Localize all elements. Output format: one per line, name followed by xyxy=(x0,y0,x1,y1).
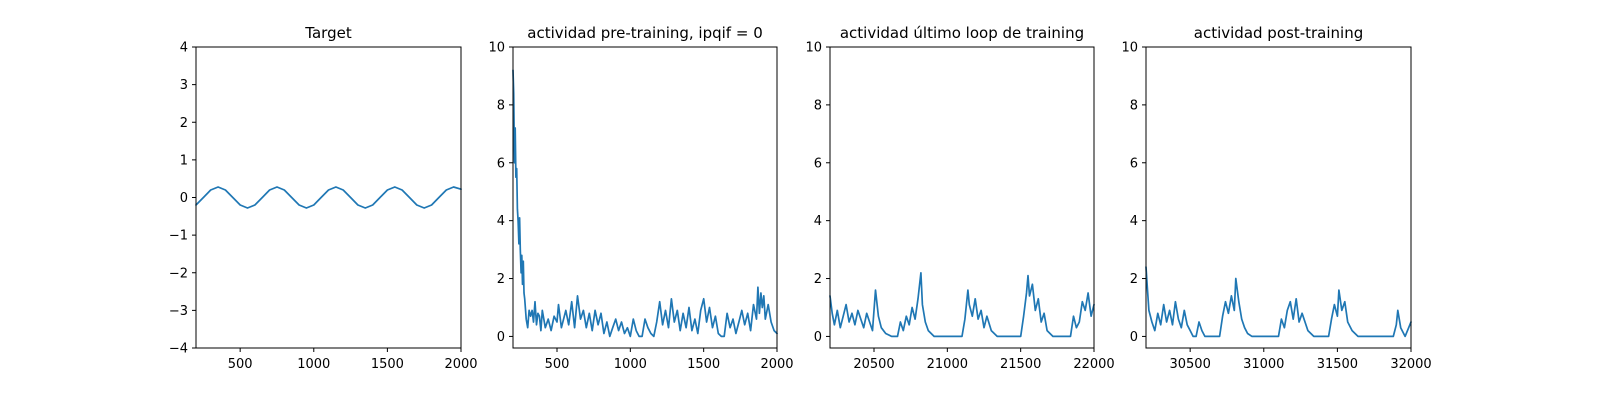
y-tick-label: −4 xyxy=(169,342,188,357)
y-tick-label: 8 xyxy=(1130,98,1138,113)
y-tick-label: −3 xyxy=(169,304,188,319)
x-tick-label: 31000 xyxy=(1243,357,1284,372)
y-tick-label: 0 xyxy=(814,330,822,345)
y-tick-label: 4 xyxy=(497,214,505,229)
y-tick-label: 0 xyxy=(1130,330,1138,345)
y-tick-label: 8 xyxy=(814,98,822,113)
subplot-title: actividad post-training xyxy=(1194,24,1363,42)
y-tick-label: −1 xyxy=(169,229,188,244)
x-tick-label: 30500 xyxy=(1169,357,1210,372)
subplot-pre-training: actividad pre-training, ipqif = 0 500 100… xyxy=(488,24,793,372)
x-tick-label: 32000 xyxy=(1390,357,1431,372)
x-tick-label: 21000 xyxy=(927,357,968,372)
y-tick-label: 8 xyxy=(497,98,505,113)
y-tick-label: −2 xyxy=(169,266,188,281)
y-tick-label: 10 xyxy=(488,41,505,56)
series-line xyxy=(829,271,1095,338)
x-tick-label: 21500 xyxy=(1000,357,1041,372)
x-tick-label: 1000 xyxy=(614,357,647,372)
y-tick-label: 6 xyxy=(814,156,822,171)
x-tick-label: 2000 xyxy=(760,357,793,372)
subplot-last-training-loop: actividad último loop de training 20500 2… xyxy=(805,24,1114,372)
x-tick-label: 31500 xyxy=(1317,357,1358,372)
y-tick-label: 0 xyxy=(180,191,188,206)
y-tick-label: 3 xyxy=(180,78,188,93)
subplot-title: actividad último loop de training xyxy=(840,24,1084,42)
subplot-target: Target 500 1000 1500 2000 −4 −3 −2 −1 0 1 2 3 4 xyxy=(169,24,478,372)
axes-frame xyxy=(512,46,778,349)
x-tick-label: 2000 xyxy=(444,357,477,372)
y-tick-label: 10 xyxy=(1121,41,1138,56)
subplot-post-training: actividad post-training 30500 31000 31500 3… xyxy=(1121,24,1431,372)
y-tick-label: 6 xyxy=(497,156,505,171)
subplot-title: Target xyxy=(304,24,352,42)
y-tick-label: 10 xyxy=(805,41,822,56)
y-tick-label: 6 xyxy=(1130,156,1138,171)
x-tick-label: 1500 xyxy=(687,357,720,372)
y-tick-label: 0 xyxy=(497,330,505,345)
x-tick-label: 20500 xyxy=(853,357,894,372)
x-tick-label: 500 xyxy=(545,357,570,372)
subplot-title: actividad pre-training, ipqif = 0 xyxy=(527,24,763,42)
axes-frame xyxy=(1145,46,1412,349)
series-line xyxy=(1145,266,1412,338)
y-tick-label: 2 xyxy=(1130,272,1138,287)
y-tick-label: 2 xyxy=(497,272,505,287)
axes-frame xyxy=(829,46,1095,349)
y-tick-label: 2 xyxy=(814,272,822,287)
y-tick-label: 1 xyxy=(180,153,188,168)
y-tick-label: 4 xyxy=(814,214,822,229)
x-tick-label: 1000 xyxy=(297,357,330,372)
x-tick-label: 1500 xyxy=(371,357,404,372)
x-tick-label: 22000 xyxy=(1073,357,1114,372)
y-tick-label: 2 xyxy=(180,116,188,131)
y-tick-label: 4 xyxy=(1130,214,1138,229)
series-line xyxy=(195,186,462,209)
series-line xyxy=(512,69,778,338)
x-tick-label: 500 xyxy=(228,357,253,372)
y-tick-label: 4 xyxy=(180,41,188,56)
